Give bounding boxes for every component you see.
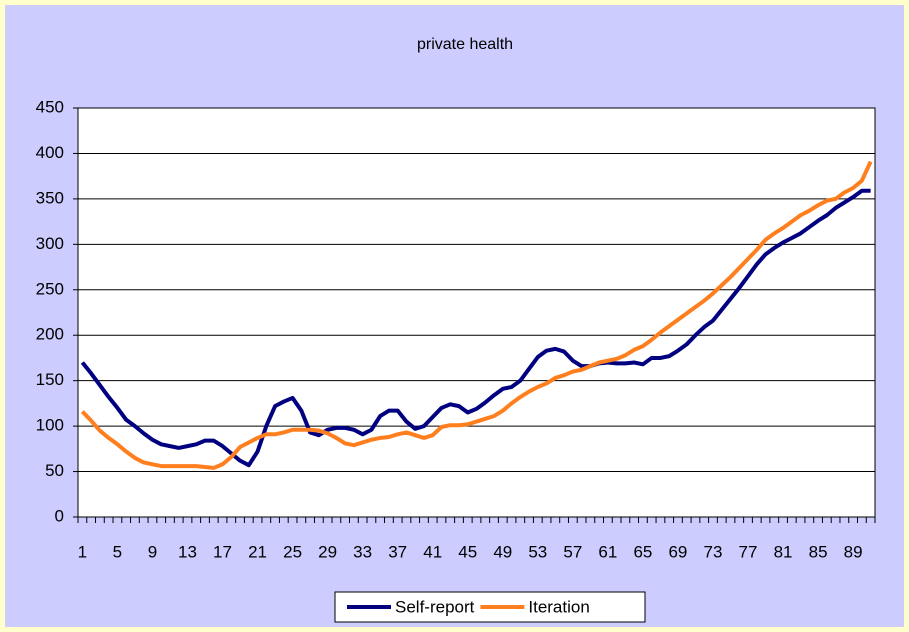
x-tick-label: 29 [318, 542, 337, 561]
legend-label: Iteration [528, 597, 589, 616]
y-tick-label: 0 [55, 506, 64, 525]
x-tick-label: 69 [668, 542, 687, 561]
x-tick-label: 1 [78, 542, 87, 561]
x-tick-label: 9 [148, 542, 157, 561]
x-tick-label: 53 [528, 542, 547, 561]
plot-border [77, 107, 876, 518]
x-tick-label: 49 [493, 542, 512, 561]
x-tick-label: 25 [283, 542, 302, 561]
y-tick-label: 100 [36, 416, 64, 435]
x-tick-label: 81 [774, 542, 793, 561]
plot-area [78, 108, 875, 517]
x-tick-label: 77 [739, 542, 758, 561]
x-tick-label: 73 [704, 542, 723, 561]
chart-title: private health [417, 36, 513, 53]
y-tick-label: 50 [45, 461, 64, 480]
y-tick-label: 250 [36, 279, 64, 298]
y-tick-label: 300 [36, 234, 64, 253]
x-tick-label: 89 [844, 542, 863, 561]
series-line [80, 160, 873, 470]
y-tick-label: 150 [36, 370, 64, 389]
x-tick-label: 21 [248, 542, 267, 561]
x-tick-label: 37 [388, 542, 407, 561]
y-tick-label: 400 [36, 143, 64, 162]
x-tick-label: 17 [213, 542, 232, 561]
y-tick-label: 450 [36, 97, 64, 116]
x-tick-label: 61 [598, 542, 617, 561]
legend-label: Self-report [395, 597, 475, 616]
x-tick-label: 13 [178, 542, 197, 561]
series-line [80, 188, 871, 468]
x-tick-label: 57 [563, 542, 582, 561]
x-tick-label: 65 [633, 542, 652, 561]
x-tick-label: 41 [423, 542, 442, 561]
x-tick-label: 85 [809, 542, 828, 561]
x-tick-label: 45 [458, 542, 477, 561]
y-tick-label: 350 [36, 188, 64, 207]
x-tick-label: 33 [353, 542, 372, 561]
y-tick-label: 200 [36, 325, 64, 344]
x-tick-label: 5 [113, 542, 122, 561]
